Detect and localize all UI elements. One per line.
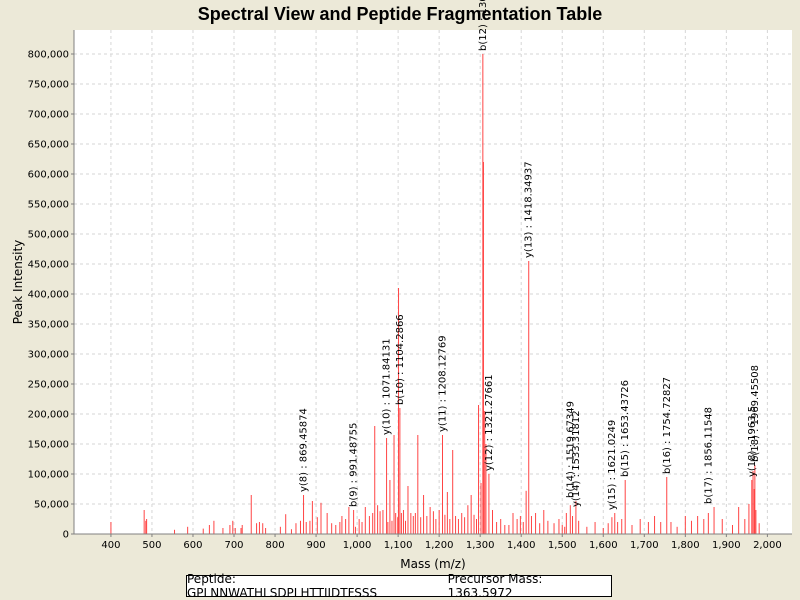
peptide-info-box: Peptide: GPLNNWATHLSDPLHTTIIDTFSSS Precu…	[186, 572, 612, 600]
y-tick-label: 750,000	[28, 80, 69, 91]
y-tick-label: 600,000	[28, 170, 69, 181]
peak-annotation: b(17) : 1856.11548	[703, 407, 714, 504]
peak-annotation: y(12) : 1321.27661	[484, 374, 495, 471]
peak-annotation: b(9) : 991.48755	[349, 423, 360, 507]
x-tick-label: 1,500	[548, 540, 577, 551]
y-tick-label: 650,000	[28, 140, 69, 151]
peak-labels-layer: y(8) : 869.45874 b(9) : 991.48755 y(10) : …	[299, 0, 761, 510]
y-axis-label: Peak Intensity	[11, 240, 25, 325]
peak-annotation: b(10) : 1104.2866	[395, 314, 406, 405]
peak-annotation: b(16) : 1754.72827	[662, 377, 673, 474]
x-axis-label: Mass (m/z)	[400, 557, 465, 571]
peak-annotation: b(14) : 1519.67349	[565, 401, 576, 498]
y-tick-label: 50,000	[34, 500, 69, 511]
peak-annotation: y(13) : 1418.34937	[524, 161, 535, 258]
peak-annotation: y(11) : 1208.12769	[437, 335, 448, 432]
peaks-layer	[110, 54, 760, 534]
peak-annotation: b(18) : 1969.45508	[750, 365, 761, 462]
peak-annotation: b(12) : 1306.47	[478, 0, 489, 51]
y-tick-label: 550,000	[28, 200, 69, 211]
x-tick-label: 800	[265, 540, 284, 551]
x-tick-label: 1,700	[630, 540, 659, 551]
x-tick-label: 1,600	[589, 540, 618, 551]
y-tick-label: 800,000	[28, 50, 69, 61]
peak-annotation: y(10) : 1071.84131	[382, 338, 393, 435]
y-tick-label: 350,000	[28, 320, 69, 331]
y-tick-label: 450,000	[28, 260, 69, 271]
y-tick-label: 200,000	[28, 410, 69, 421]
plot-area	[74, 30, 792, 534]
y-tick-label: 300,000	[28, 350, 69, 361]
x-tick-label: 1,200	[425, 540, 454, 551]
x-tick-label: 1,800	[671, 540, 700, 551]
y-tick-label: 700,000	[28, 110, 69, 121]
peak-annotation: b(15) : 1653.43726	[620, 380, 631, 477]
peak-annotation: y(15) : 1621.0249	[607, 420, 618, 510]
x-tick-label: 1,000	[343, 540, 372, 551]
x-tick-label: 500	[142, 540, 161, 551]
y-tick-label: 250,000	[28, 380, 69, 391]
x-tick-label: 2,000	[753, 540, 782, 551]
y-tick-label: 400,000	[28, 290, 69, 301]
chart-title: Spectral View and Peptide Fragmentation …	[198, 4, 602, 24]
y-tick-label: 100,000	[28, 470, 69, 481]
peak-annotation: y(18) : 1963.5	[747, 406, 758, 477]
x-tick-label: 1,900	[712, 540, 741, 551]
y-tick-label: 0	[63, 530, 69, 541]
peptide-sequence: Peptide: GPLNNWATHLSDPLHTTIIDTFSSS	[187, 572, 378, 600]
x-tick-label: 1,100	[384, 540, 413, 551]
x-tick-label: 900	[307, 540, 326, 551]
peak-annotation: y(8) : 869.45874	[299, 408, 310, 492]
x-tick-label: 1,400	[507, 540, 536, 551]
grid-lines	[74, 30, 792, 534]
y-tick-label: 150,000	[28, 440, 69, 451]
x-tick-label: 700	[224, 540, 243, 551]
x-tick-label: 400	[101, 540, 120, 551]
axes: 0 50,000 100,000 150,000 200,000 250,000 300,0…	[28, 30, 792, 551]
y-tick-label: 500,000	[28, 230, 69, 241]
x-tick-label: 1,300	[466, 540, 495, 551]
peak-annotation: y(14) : 1533.31812	[571, 410, 582, 507]
precursor-mass: Precursor Mass: 1363.5972	[447, 572, 543, 600]
x-tick-label: 600	[183, 540, 202, 551]
